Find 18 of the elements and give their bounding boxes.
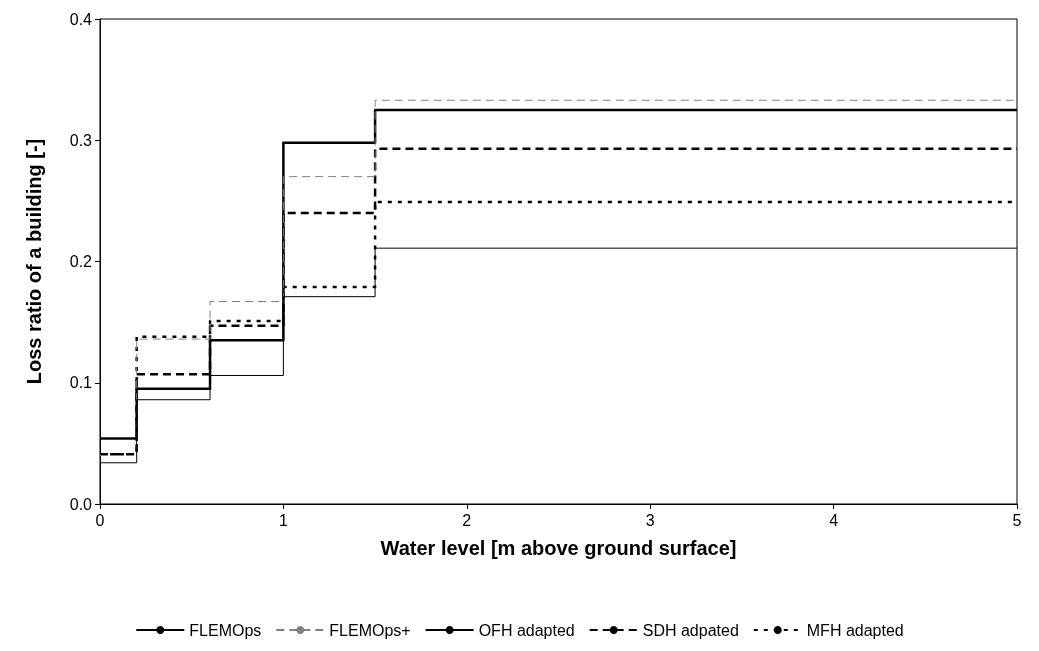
x-axis-title: Water level [m above ground surface]	[380, 537, 737, 559]
y-tick-label: 0.3	[69, 131, 93, 149]
x-tick-label: 0	[95, 511, 105, 529]
x-tick-label: 2	[462, 511, 472, 529]
x-tick-label: 1	[278, 511, 288, 529]
legend-label: FLEMOps+	[329, 621, 411, 639]
y-tick-label: 0.1	[69, 374, 93, 392]
y-axis-title: Loss ratio of a building [-]	[23, 138, 45, 385]
legend-label: OFH adapted	[478, 621, 575, 639]
legend-label: SDH adpated	[642, 621, 739, 639]
x-tick-label: 3	[645, 511, 655, 529]
x-tick-label: 5	[1012, 511, 1022, 529]
y-tick-label: 0.2	[69, 253, 93, 270]
legend-label: FLEMOps	[189, 621, 262, 639]
x-tick-label: 4	[829, 511, 839, 529]
y-tick-label: 0.4	[69, 10, 93, 28]
y-tick-label: 0.0	[69, 495, 93, 513]
legend-label: MFH adapted	[806, 621, 904, 639]
